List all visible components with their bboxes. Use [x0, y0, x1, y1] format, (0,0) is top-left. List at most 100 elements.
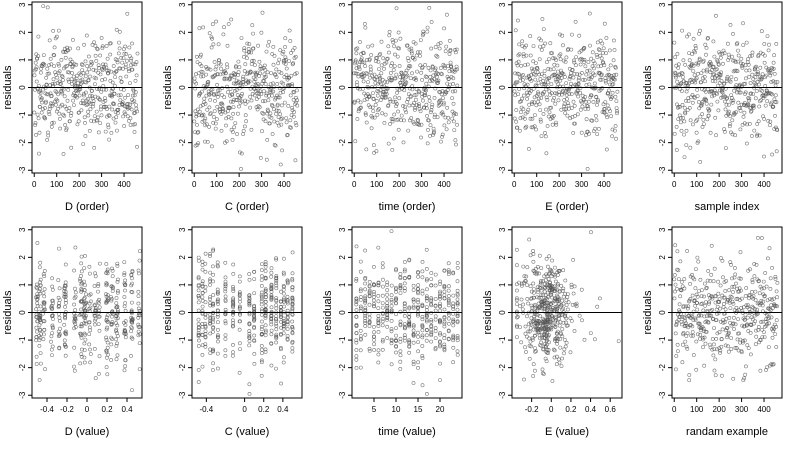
data-point: [706, 109, 711, 113]
data-point: [699, 101, 704, 106]
data-point: [276, 95, 281, 100]
data-point: [45, 66, 50, 71]
data-point: [442, 342, 447, 347]
data-point: [604, 51, 608, 56]
data-point: [572, 103, 577, 108]
data-point: [738, 276, 743, 281]
data-point: [73, 245, 78, 250]
data-point: [358, 259, 363, 264]
data-point: [559, 364, 564, 369]
data-point: [398, 309, 403, 314]
data-point: [63, 304, 67, 309]
data-point: [713, 373, 718, 378]
data-point: [690, 52, 695, 57]
data-point: [680, 360, 685, 365]
data-point: [127, 69, 131, 74]
data-point: [562, 102, 567, 107]
data-point: [208, 112, 212, 117]
data-point: [93, 68, 98, 73]
data-point: [415, 309, 420, 314]
data-point: [731, 98, 736, 103]
data-point: [214, 64, 219, 69]
data-point: [263, 303, 268, 308]
data-point: [451, 76, 456, 81]
data-point: [282, 296, 286, 301]
data-point: [418, 109, 423, 114]
y-tick-label: -3: [498, 166, 507, 174]
data-point: [717, 81, 722, 86]
data-point: [210, 22, 215, 27]
data-point: [405, 100, 410, 104]
data-point: [679, 128, 684, 133]
x-tick-label: 300: [95, 180, 109, 189]
data-point: [72, 345, 77, 350]
data-point: [584, 133, 588, 138]
data-point: [242, 124, 247, 129]
data-point: [542, 73, 547, 78]
data-point: [575, 72, 580, 77]
data-point: [126, 102, 131, 106]
data-point: [354, 278, 359, 283]
data-point: [104, 327, 109, 332]
data-point: [227, 105, 232, 110]
data-point: [241, 55, 246, 59]
data-point: [558, 345, 563, 350]
data-point: [702, 294, 706, 299]
data-point: [84, 292, 88, 297]
data-point: [549, 274, 554, 279]
data-point: [129, 63, 134, 68]
data-point: [274, 314, 279, 319]
data-point: [420, 333, 425, 338]
data-point: [376, 324, 381, 328]
data-point: [237, 370, 242, 375]
data-point: [73, 317, 78, 322]
data-point: [573, 121, 577, 126]
data-point: [99, 113, 104, 118]
data-point: [693, 46, 698, 51]
data-point: [57, 315, 62, 320]
data-point: [367, 288, 372, 293]
data-point: [285, 75, 290, 80]
data-point: [601, 50, 605, 55]
data-point: [60, 74, 65, 79]
data-point: [257, 59, 262, 64]
data-point: [608, 63, 613, 68]
data-point: [371, 324, 376, 329]
data-point: [732, 284, 737, 289]
data-point: [64, 300, 68, 305]
data-point: [353, 59, 358, 64]
data-point: [82, 295, 87, 300]
data-point: [118, 66, 123, 71]
data-point: [279, 122, 284, 127]
data-point: [406, 92, 411, 97]
data-point: [269, 71, 274, 76]
data-point: [269, 313, 274, 318]
data-point: [518, 304, 523, 309]
data-point: [398, 353, 403, 358]
data-point: [283, 62, 288, 66]
data-point: [392, 112, 397, 117]
data-point: [204, 72, 209, 77]
data-point: [219, 66, 223, 71]
data-point: [358, 269, 363, 274]
data-point: [211, 42, 216, 47]
x-tick-label: -0.4: [199, 405, 213, 414]
data-point: [676, 104, 681, 109]
data-point: [433, 345, 438, 350]
x-tick-label: 100: [370, 180, 384, 189]
data-point: [558, 337, 562, 342]
data-point: [81, 101, 85, 106]
data-point: [389, 304, 394, 308]
y-tick-label: -2: [178, 364, 187, 372]
data-point: [103, 129, 108, 134]
data-point: [600, 41, 605, 46]
data-point: [402, 276, 407, 280]
data-point: [105, 355, 109, 360]
data-point: [517, 52, 522, 57]
data-point: [429, 46, 434, 51]
data-point: [519, 99, 524, 104]
data-point: [515, 288, 519, 293]
data-point: [288, 93, 293, 98]
data-point: [73, 294, 78, 299]
x-tick-label: 200: [712, 180, 726, 189]
